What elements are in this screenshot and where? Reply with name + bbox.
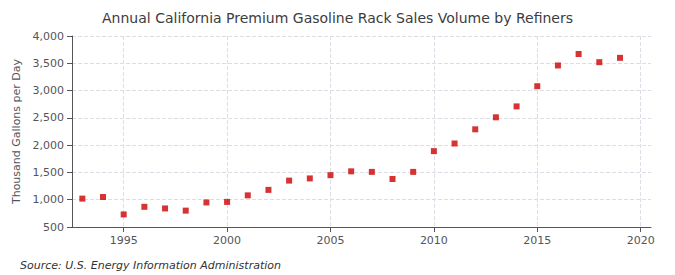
svg-text:500: 500: [43, 221, 64, 234]
svg-text:3,500: 3,500: [33, 57, 65, 70]
svg-text:Annual California Premium Gaso: Annual California Premium Gasoline Rack …: [102, 10, 573, 26]
svg-text:2015: 2015: [523, 234, 551, 247]
svg-text:1,000: 1,000: [33, 193, 65, 206]
svg-text:1995: 1995: [110, 234, 138, 247]
svg-text:1,500: 1,500: [33, 166, 65, 179]
svg-text:2005: 2005: [316, 234, 344, 247]
svg-text:Thousand Gallons per Day: Thousand Gallons per Day: [10, 58, 23, 205]
svg-text:2,500: 2,500: [33, 111, 65, 124]
svg-text:2010: 2010: [420, 234, 448, 247]
svg-text:2,000: 2,000: [33, 139, 65, 152]
svg-text:4,000: 4,000: [33, 30, 65, 43]
svg-text:2000: 2000: [213, 234, 241, 247]
svg-text:2020: 2020: [627, 234, 655, 247]
svg-text:3,000: 3,000: [33, 84, 65, 97]
svg-text:Source: U.S. Energy Informatio: Source: U.S. Energy Information Administ…: [20, 259, 281, 272]
